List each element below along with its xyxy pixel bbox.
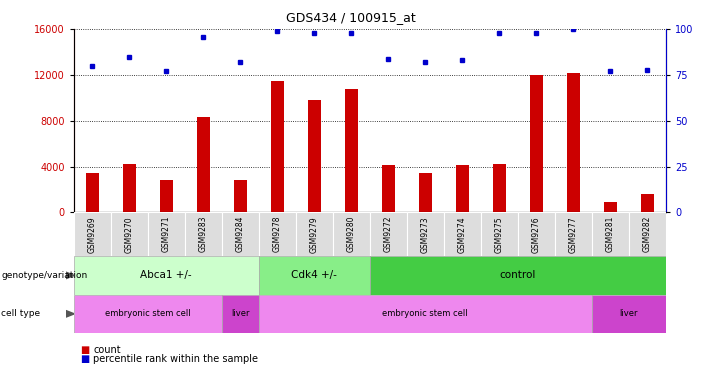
Text: ■: ■ <box>81 354 90 365</box>
Text: GSM9271: GSM9271 <box>162 216 170 253</box>
Text: liver: liver <box>620 309 638 318</box>
Bar <box>370 256 666 295</box>
FancyBboxPatch shape <box>148 212 184 256</box>
Text: GSM9280: GSM9280 <box>347 216 356 253</box>
FancyBboxPatch shape <box>555 212 592 256</box>
Bar <box>222 295 259 333</box>
Bar <box>493 164 506 212</box>
Text: GSM9276: GSM9276 <box>532 216 541 253</box>
FancyBboxPatch shape <box>111 212 148 256</box>
Polygon shape <box>66 272 74 279</box>
FancyBboxPatch shape <box>184 212 222 256</box>
FancyBboxPatch shape <box>407 212 444 256</box>
Bar <box>259 256 370 295</box>
FancyBboxPatch shape <box>333 212 370 256</box>
Text: Abca1 +/-: Abca1 +/- <box>140 270 192 280</box>
Text: GSM9282: GSM9282 <box>643 216 652 253</box>
FancyBboxPatch shape <box>74 212 111 256</box>
Bar <box>345 89 358 212</box>
FancyBboxPatch shape <box>296 212 333 256</box>
Bar <box>592 295 666 333</box>
Text: GSM9284: GSM9284 <box>236 216 245 253</box>
Text: GDS434 / 100915_at: GDS434 / 100915_at <box>285 11 416 24</box>
Text: GSM9278: GSM9278 <box>273 216 282 253</box>
Text: GSM9275: GSM9275 <box>495 216 504 253</box>
Text: embryonic stem cell: embryonic stem cell <box>105 309 191 318</box>
FancyBboxPatch shape <box>592 212 629 256</box>
Text: GSM9269: GSM9269 <box>88 216 97 253</box>
Text: GSM9272: GSM9272 <box>383 216 393 253</box>
FancyBboxPatch shape <box>629 212 666 256</box>
Text: percentile rank within the sample: percentile rank within the sample <box>93 354 258 365</box>
Bar <box>308 100 321 212</box>
FancyBboxPatch shape <box>481 212 518 256</box>
Text: GSM9277: GSM9277 <box>569 216 578 253</box>
FancyBboxPatch shape <box>444 212 481 256</box>
Bar <box>641 194 654 212</box>
Polygon shape <box>66 310 74 317</box>
FancyBboxPatch shape <box>518 212 555 256</box>
Text: GSM9279: GSM9279 <box>310 216 319 253</box>
Text: GSM9283: GSM9283 <box>198 216 207 253</box>
Text: Cdk4 +/-: Cdk4 +/- <box>292 270 337 280</box>
FancyBboxPatch shape <box>370 212 407 256</box>
Bar <box>604 202 617 212</box>
Bar <box>382 165 395 212</box>
Bar <box>123 164 135 212</box>
Text: ■: ■ <box>81 344 90 355</box>
FancyBboxPatch shape <box>222 212 259 256</box>
Text: GSM9273: GSM9273 <box>421 216 430 253</box>
Text: GSM9274: GSM9274 <box>458 216 467 253</box>
Bar <box>233 180 247 212</box>
Bar <box>86 173 99 212</box>
Text: genotype/variation: genotype/variation <box>1 271 88 280</box>
Bar <box>259 295 592 333</box>
Bar <box>530 75 543 212</box>
Bar <box>74 256 259 295</box>
Bar <box>271 81 284 212</box>
Text: liver: liver <box>231 309 250 318</box>
Text: GSM9270: GSM9270 <box>125 216 134 253</box>
Bar <box>456 165 469 212</box>
Text: GSM9281: GSM9281 <box>606 216 615 253</box>
Bar <box>567 73 580 212</box>
Text: control: control <box>500 270 536 280</box>
FancyBboxPatch shape <box>259 212 296 256</box>
Bar <box>74 295 222 333</box>
Text: embryonic stem cell: embryonic stem cell <box>383 309 468 318</box>
Text: cell type: cell type <box>1 309 41 318</box>
Bar <box>197 117 210 212</box>
Bar <box>418 173 432 212</box>
Bar <box>160 180 172 212</box>
Text: count: count <box>93 344 121 355</box>
